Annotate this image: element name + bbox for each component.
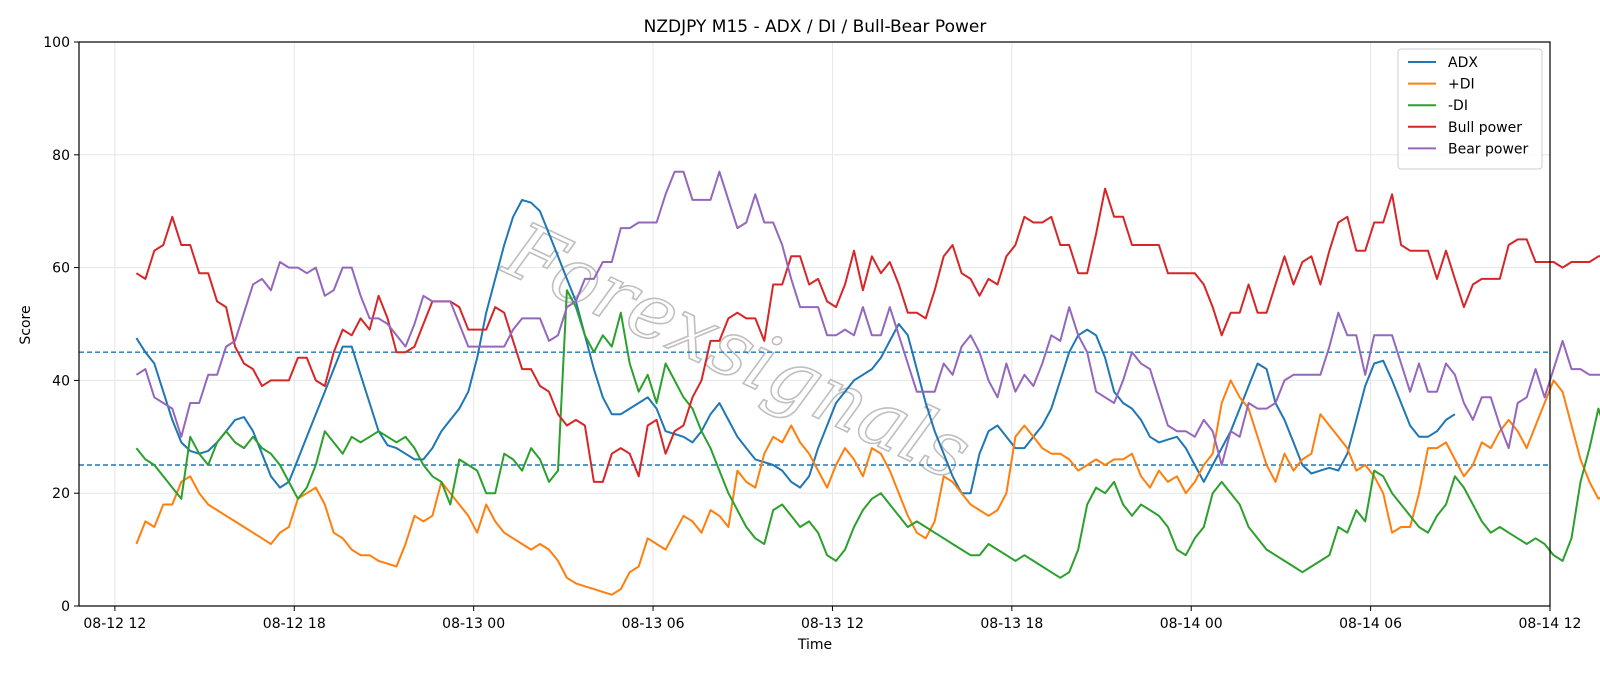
y-tick-label: 100 xyxy=(43,35,70,51)
y-tick-label: 40 xyxy=(52,373,70,389)
legend-box xyxy=(1397,48,1543,170)
series-line-bear-power xyxy=(135,170,1600,466)
legend-label: +DI xyxy=(1448,77,1475,93)
y-tick-label: 80 xyxy=(52,148,70,164)
legend: ADX +DI -DI Bull power Bear power xyxy=(1397,48,1543,170)
x-tick-label: 08-12 18 xyxy=(263,616,326,632)
x-tick-label: 08-13 12 xyxy=(801,616,864,632)
legend-label: ADX xyxy=(1448,55,1478,71)
series-line--di xyxy=(135,289,1600,579)
series-lines xyxy=(135,170,1600,596)
y-tick-label: 0 xyxy=(61,599,70,615)
x-tick-label: 08-12 12 xyxy=(83,616,146,632)
y-axis-label: Score xyxy=(18,305,34,344)
x-tick-label: 08-14 12 xyxy=(1519,616,1582,632)
x-tick-label: 08-13 06 xyxy=(622,616,685,632)
plot-area-frame xyxy=(78,41,1551,607)
x-axis-ticks: 08-12 12 08-12 18 08-13 00 08-13 06 08-13 12… xyxy=(83,606,1582,632)
x-tick-label: 08-14 00 xyxy=(1160,616,1223,632)
chart-title: NZDJPY M15 - ADX / DI / Bull-Bear Power xyxy=(644,17,987,37)
x-tick-label: 08-14 06 xyxy=(1339,616,1402,632)
reference-lines xyxy=(79,351,1550,466)
x-tick-label: 08-13 00 xyxy=(442,616,505,632)
series-line--di xyxy=(135,379,1600,596)
y-axis-ticks: 0 20 40 60 80 100 xyxy=(43,35,79,615)
x-tick-label: 08-13 18 xyxy=(980,616,1043,632)
x-axis-label: Time xyxy=(797,637,832,653)
y-tick-label: 20 xyxy=(52,486,70,502)
y-tick-label: 60 xyxy=(52,261,70,277)
legend-label: Bear power xyxy=(1448,141,1529,157)
series-line-adx xyxy=(135,198,1456,495)
legend-label: Bull power xyxy=(1448,120,1522,136)
legend-label: -DI xyxy=(1448,98,1468,114)
